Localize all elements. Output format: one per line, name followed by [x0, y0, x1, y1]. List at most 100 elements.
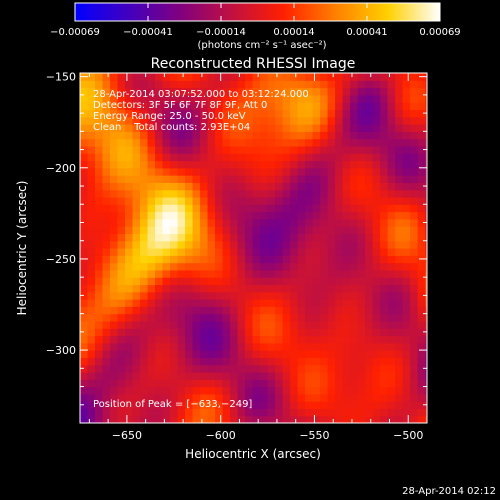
heatmap-cell — [185, 124, 194, 132]
heatmap-cell — [395, 218, 404, 227]
heatmap-cell — [350, 211, 359, 220]
heatmap-cell — [87, 204, 96, 213]
heatmap-cell — [237, 262, 246, 271]
heatmap-cell — [267, 109, 276, 118]
heatmap-cell — [335, 189, 344, 198]
heatmap-cell — [417, 182, 426, 191]
heatmap-cell — [140, 218, 149, 227]
heatmap-cell — [162, 167, 171, 176]
heatmap-cell — [185, 313, 194, 322]
heatmap-cell — [170, 291, 179, 300]
heatmap-cell — [215, 116, 224, 125]
heatmap-cell — [297, 211, 306, 220]
heatmap-cell — [290, 320, 299, 329]
heatmap-cell — [380, 196, 389, 205]
heatmap-cell — [162, 160, 171, 169]
heatmap-cell — [110, 160, 119, 169]
heatmap-cell — [215, 284, 224, 293]
heatmap-cell — [335, 196, 344, 205]
heatmap-cell — [177, 153, 186, 162]
heatmap-cell — [162, 153, 171, 162]
heatmap-cell — [215, 335, 224, 344]
heatmap-cell — [252, 320, 261, 329]
heatmap-cell — [417, 248, 426, 256]
heatmap-cell — [132, 218, 141, 227]
heatmap-cell — [117, 401, 126, 410]
heatmap-cell — [237, 94, 246, 103]
heatmap-cell — [275, 335, 284, 344]
heatmap-cell — [372, 131, 381, 140]
heatmap-cell — [267, 299, 276, 307]
heatmap-cell — [417, 160, 426, 169]
heatmap-cell — [200, 145, 209, 154]
heatmap-cell — [170, 415, 179, 423]
heatmap-cell — [177, 255, 186, 264]
heatmap-cell — [230, 328, 239, 337]
heatmap-cell — [125, 401, 134, 410]
colorbar-unit-label: (photons cm⁻² s⁻¹ asec⁻²) — [197, 40, 326, 51]
heatmap-cell — [132, 299, 141, 307]
heatmap-cell — [95, 94, 104, 103]
heatmap-cell — [290, 262, 299, 271]
heatmap-cell — [200, 204, 209, 213]
heatmap-cell — [162, 335, 171, 344]
heatmap-cell — [372, 262, 381, 271]
heatmap-cell — [245, 401, 254, 410]
heatmap-cell — [95, 218, 104, 227]
heatmap-cell — [372, 175, 381, 183]
heatmap-cell — [222, 189, 231, 198]
heatmap-cell — [140, 73, 149, 81]
heatmap-cell — [177, 350, 186, 358]
heatmap-cell — [312, 299, 321, 307]
heatmap-cell — [290, 196, 299, 205]
heatmap-cell — [350, 335, 359, 344]
heatmap-cell — [350, 357, 359, 366]
heatmap-cell — [320, 306, 329, 315]
heatmap-cell — [327, 320, 336, 329]
heatmap-cell — [260, 226, 269, 235]
heatmap-cell — [410, 401, 419, 410]
heatmap-cell — [387, 379, 396, 388]
heatmap-cell — [342, 160, 351, 169]
heatmap-cell — [185, 73, 194, 81]
heatmap-cell — [305, 248, 314, 256]
heatmap-cell — [237, 379, 246, 388]
colorbar-tick-label: −0.00041 — [123, 27, 173, 38]
heatmap-cell — [365, 240, 374, 249]
heatmap-cell — [327, 109, 336, 118]
heatmap-cell — [110, 182, 119, 191]
heatmap-cell — [342, 299, 351, 307]
heatmap-cell — [185, 189, 194, 198]
heatmap-cell — [200, 124, 209, 132]
heatmap-cell — [350, 313, 359, 322]
heatmap-cell — [357, 189, 366, 198]
heatmap-cell — [102, 102, 111, 111]
heatmap-cell — [417, 226, 426, 235]
heatmap-cell — [102, 80, 111, 89]
heatmap-cell — [387, 94, 396, 103]
heatmap-cell — [357, 328, 366, 337]
heatmap-cell — [275, 196, 284, 205]
heatmap-cell — [425, 408, 427, 417]
heatmap-cell — [410, 379, 419, 388]
heatmap-cell — [290, 116, 299, 125]
heatmap-cell — [267, 357, 276, 366]
heatmap-cell — [177, 87, 186, 96]
footer-timestamp: 28-Apr-2014 02:12 — [402, 486, 496, 497]
heatmap-cell — [372, 415, 381, 423]
heatmap-cell — [102, 357, 111, 366]
heatmap-cell — [215, 102, 224, 111]
heatmap-cell — [380, 138, 389, 147]
heatmap-cell — [327, 211, 336, 220]
heatmap-cell — [132, 350, 141, 358]
heatmap-cell — [327, 80, 336, 89]
heatmap-cell — [342, 73, 351, 81]
heatmap-cell — [95, 73, 104, 81]
heatmap-cell — [95, 342, 104, 351]
heatmap-cell — [327, 102, 336, 111]
heatmap-cell — [110, 401, 119, 410]
heatmap-cell — [267, 80, 276, 89]
heatmap-cell — [132, 291, 141, 300]
heatmap-cell — [80, 328, 89, 337]
heatmap-cell — [275, 240, 284, 249]
